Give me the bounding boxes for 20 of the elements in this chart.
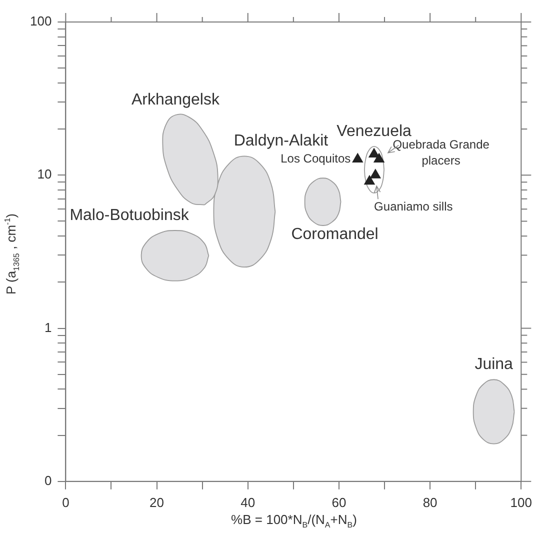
x-tick-label: 80 <box>422 494 438 510</box>
series-label: Daldyn-Alakit <box>234 132 329 150</box>
x-tick-label: 40 <box>240 494 256 510</box>
y-tick-label: 100 <box>30 14 52 29</box>
x-tick-label: 20 <box>150 494 164 510</box>
annotation: Quebrada Grande placers <box>392 138 490 168</box>
y-tick-label: 10 <box>37 166 52 182</box>
series-label: Venezuela <box>336 122 412 140</box>
x-tick-label: 100 <box>510 494 532 510</box>
y-tick-label: 0 <box>44 472 52 488</box>
x-axis-title: %B = 100*N$_{B}$/(N$_{A}$+N$_{B}$) <box>230 512 358 530</box>
x-tick-label: 60 <box>332 494 346 510</box>
y-tick-label: 1 <box>44 320 52 335</box>
series-label: Juina <box>474 356 514 374</box>
x-tick-label: 0 <box>62 494 70 510</box>
series-label: Malo-Botuobinsk <box>70 206 190 224</box>
annotation: Guaniamo sills <box>374 199 453 214</box>
series-label: Arkhangelsk <box>131 91 220 108</box>
annotation: Los Coquitos <box>280 152 351 166</box>
series-label: Coromandel <box>291 226 378 243</box>
